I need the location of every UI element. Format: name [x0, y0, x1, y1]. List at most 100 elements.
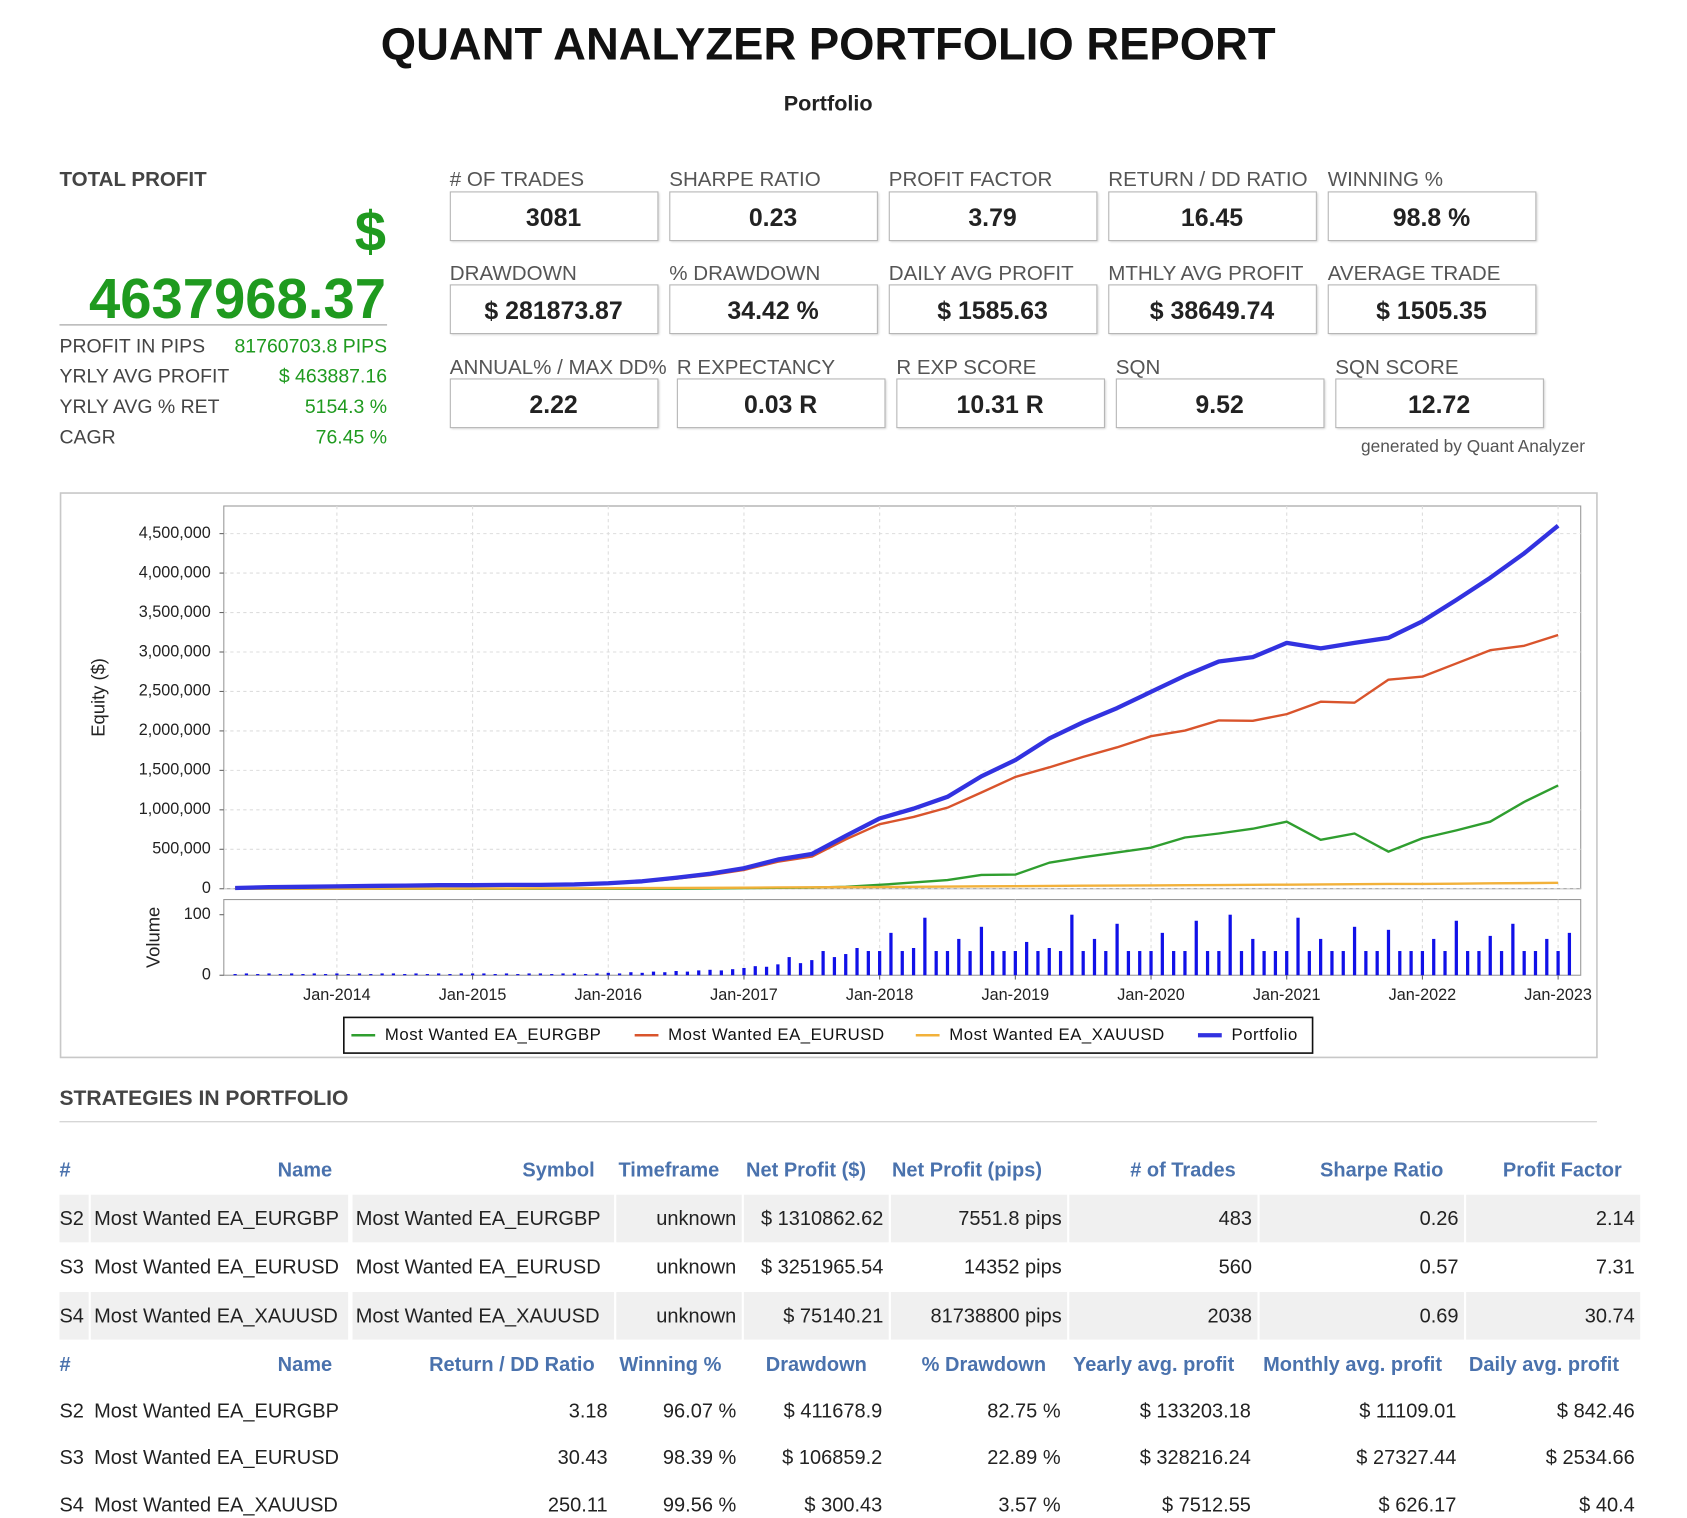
table-cell-text: $ 7512.55	[1161, 1493, 1251, 1516]
stat-value: 2.22	[529, 390, 578, 419]
x-tick-label: Jan-2015	[439, 986, 507, 1004]
table-cell-text: $ 75140.21	[783, 1303, 884, 1327]
volume-bar	[1047, 947, 1051, 976]
x-tick-label: Jan-2021	[1253, 986, 1321, 1004]
x-tick-label: Jan-2014	[303, 986, 371, 1004]
volume-bar	[1477, 951, 1481, 976]
table-cell-text: Most Wanted EA_EURUSD	[355, 1255, 601, 1278]
volume-bar	[651, 971, 656, 976]
volume-bar	[1352, 926, 1357, 976]
volume-bar	[708, 969, 712, 976]
series-line	[235, 881, 1559, 890]
table-cell-text: S4	[59, 1493, 84, 1516]
x-tick-label: Jan-2020	[1117, 986, 1185, 1004]
table-cell-text: 560	[1218, 1255, 1253, 1278]
volume-bar	[1273, 951, 1278, 976]
y-tick-label: 1,000,000	[139, 800, 211, 818]
volume-bar	[1466, 951, 1470, 976]
table-header: Name	[277, 1352, 333, 1376]
table-cell	[90, 1194, 349, 1243]
volume-bar	[1319, 938, 1323, 976]
table-cell-text: 14352 pips	[963, 1255, 1062, 1278]
stat-value: 0.03 R	[743, 390, 818, 419]
profit-row-label: CAGR	[59, 426, 116, 448]
divider	[59, 324, 388, 326]
volume-bar	[719, 970, 723, 976]
table-header: % Drawdown	[921, 1352, 1047, 1376]
volume-bar	[1070, 914, 1074, 976]
table-cell-text: 7.31	[1595, 1255, 1635, 1278]
volume-bar	[403, 974, 407, 976]
volume-bar	[290, 973, 294, 976]
stat-box	[1327, 191, 1537, 242]
stat-label: WINNING %	[1327, 168, 1443, 191]
volume-bar	[832, 957, 837, 976]
volume-bar	[1420, 951, 1425, 976]
stat-box	[1115, 378, 1325, 429]
stat-value: 10.31 R	[956, 390, 1044, 419]
table-cell	[890, 1194, 1068, 1243]
table-cell-text: $ 1310862.62	[760, 1206, 884, 1230]
table-header: Net Profit ($)	[746, 1157, 867, 1181]
y-axis-label: Equity ($)	[87, 658, 108, 737]
x-tick-label: Jan-2023	[1524, 986, 1592, 1004]
stat-label: SQN	[1115, 356, 1161, 380]
y-tick-label: 4,500,000	[139, 524, 211, 542]
volume-bar	[323, 974, 328, 976]
table-cell	[1069, 1292, 1258, 1340]
volume-bar	[244, 973, 249, 976]
table-cell-text: $ 11109.01	[1359, 1399, 1457, 1422]
volume-bar	[1432, 938, 1436, 976]
volume-bar	[911, 947, 916, 976]
volume-bar	[550, 974, 554, 976]
table-header: Name	[277, 1157, 333, 1181]
volume-bar	[256, 974, 260, 976]
table-cell	[743, 1194, 889, 1243]
x-tick-label: Jan-2019	[982, 986, 1050, 1004]
table-cell-text: Most Wanted EA_XAUUSD	[355, 1303, 600, 1327]
legend-label: Portfolio	[1231, 1025, 1297, 1044]
volume-bar	[855, 947, 859, 976]
table-cell-text: 483	[1218, 1206, 1253, 1230]
table-cell	[616, 1292, 742, 1340]
volume-bar	[538, 973, 543, 976]
volume-bar	[923, 917, 927, 976]
volume-bar	[697, 970, 701, 976]
table-cell-text: 3.18	[568, 1399, 608, 1422]
volume-bar	[1013, 951, 1017, 976]
series-line	[235, 524, 1560, 891]
table-cell-text: 0.26	[1419, 1206, 1459, 1230]
volume-bar	[504, 973, 509, 976]
stat-label: AVERAGE TRADE	[1327, 262, 1501, 286]
stat-box	[449, 191, 659, 242]
volume-bar	[629, 972, 633, 976]
table-header: Symbol	[522, 1157, 595, 1181]
y-tick-label: 3,000,000	[139, 642, 211, 660]
volume-bar	[742, 967, 746, 976]
profit-row-label: PROFIT IN PIPS	[59, 335, 206, 358]
volume-bar	[1262, 951, 1266, 976]
volume-bar	[1036, 951, 1040, 976]
table-header: Drawdown	[765, 1352, 867, 1376]
volume-bar	[1002, 951, 1006, 976]
table-cell	[1466, 1292, 1641, 1340]
volume-bar	[968, 951, 972, 976]
stat-label: R EXP SCORE	[896, 356, 1037, 380]
table-cell-text: Most Wanted EA_XAUUSD	[94, 1493, 338, 1516]
x-tick-label: Jan-2022	[1389, 986, 1457, 1004]
stat-value: $ 281873.87	[484, 296, 623, 325]
total-profit-value: 4637968.37	[88, 268, 386, 332]
x-tick-label: Jan-2017	[710, 986, 778, 1004]
volume-bar	[1217, 951, 1221, 976]
table-cell	[743, 1292, 889, 1340]
table-cell-text: S3	[59, 1255, 84, 1278]
volume-bar	[1307, 951, 1311, 976]
volume-bar	[414, 973, 418, 976]
table-cell-text: $ 133203.18	[1139, 1399, 1251, 1422]
volume-bar	[1172, 951, 1176, 976]
volume-bar	[1488, 935, 1492, 976]
table-header: Sharpe Ratio	[1320, 1157, 1444, 1181]
volume-bar	[1386, 929, 1391, 976]
volume-bar	[561, 973, 565, 976]
volume-bar	[1375, 951, 1379, 976]
